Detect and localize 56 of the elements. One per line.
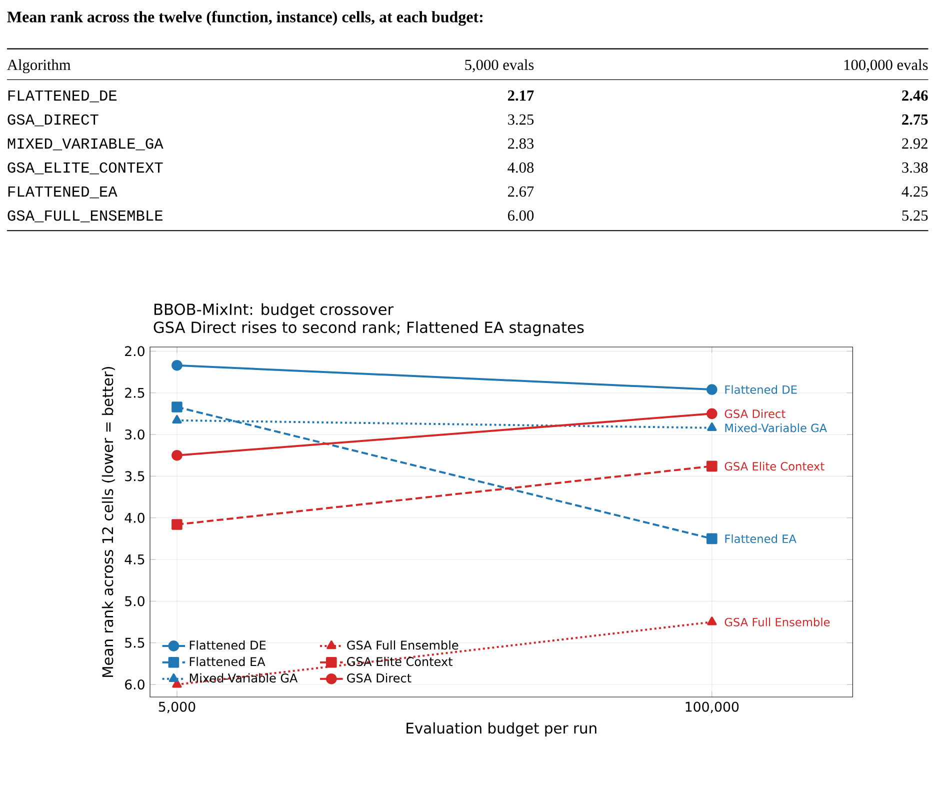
- x-axis-title: Evaluation budget per run: [406, 722, 596, 737]
- x-tick-label: 5,000: [158, 702, 196, 714]
- y-tick-label: 3.5: [125, 471, 144, 482]
- legend-label: GSA Elite Context: [347, 656, 452, 666]
- legend-label: Flattened DE: [190, 640, 266, 650]
- category-label: GSA_ELITE_CONTEXT: [8, 162, 163, 174]
- data-label: 4.25: [902, 186, 928, 197]
- category-label: FLATTENED_DE: [8, 90, 117, 102]
- data-label: 3.25: [508, 114, 534, 125]
- y-tick-label: 2.0: [125, 346, 144, 356]
- data-label: 5.25: [902, 210, 928, 221]
- legend-label: GSA Full Ensemble: [347, 640, 458, 650]
- data-label: 4.08: [508, 162, 534, 173]
- text: 5,000 evals: [465, 59, 534, 72]
- point: [706, 533, 718, 544]
- text: Mean rank across the twelve (function, instance) cells, at each budget:: [7, 10, 482, 26]
- y-tick-label: 5.0: [125, 596, 144, 606]
- point: [172, 360, 182, 371]
- y-tick-label: 3.0: [125, 429, 144, 440]
- text: GSA Full Ensemble: [724, 618, 830, 626]
- text: Algorithm: [7, 59, 71, 74]
- y-tick-label: 4.0: [124, 512, 144, 523]
- text: Flattened DE: [725, 385, 797, 394]
- text: GSA Direct: [724, 409, 786, 418]
- data-label: 2.46: [902, 90, 928, 101]
- point: [172, 450, 182, 461]
- data-label: 3.38: [902, 162, 928, 173]
- y-tick-label: 6.0: [125, 679, 144, 690]
- data-label: 2.17: [508, 90, 534, 101]
- chart-title: BBOB-MixInt: budget crossover: [154, 303, 394, 318]
- y-axis-title: Mean rank across 12 cells (lower = better): [102, 366, 115, 677]
- x-tick-label: 100,000: [686, 702, 739, 714]
- point: [706, 460, 718, 472]
- category-label: GSA_DIRECT: [8, 114, 98, 126]
- point: [706, 408, 718, 420]
- legend-label: GSA Direct: [347, 673, 412, 683]
- data-label: 2.67: [508, 186, 534, 197]
- y-tick-label: 5.5: [125, 638, 144, 648]
- point: [172, 519, 182, 530]
- legend-label: Flattened EA: [190, 656, 266, 666]
- data-label: 2.92: [902, 138, 928, 149]
- point: [706, 384, 718, 395]
- text: Flattened EA: [725, 534, 796, 544]
- text: GSA Elite Context: [724, 462, 824, 471]
- category-label: GSA_FULL_ENSEMBLE: [8, 210, 163, 222]
- y-tick-label: 2.5: [125, 388, 144, 398]
- text: Mixed-Variable GA: [725, 423, 827, 432]
- category-label: MIXED_VARIABLE_GA: [8, 138, 164, 150]
- data-label: 6.00: [508, 210, 534, 221]
- data-label: 2.75: [902, 114, 928, 125]
- chart-subtitle: GSA Direct rises to second rank; Flattened EA stagnates: [154, 321, 584, 336]
- point: [172, 402, 182, 412]
- data-label: 2.83: [508, 138, 534, 149]
- category-label: FLATTENED_EA: [8, 186, 118, 198]
- text: 100,000 evals: [844, 59, 928, 72]
- y-tick-label: 4.5: [124, 554, 144, 564]
